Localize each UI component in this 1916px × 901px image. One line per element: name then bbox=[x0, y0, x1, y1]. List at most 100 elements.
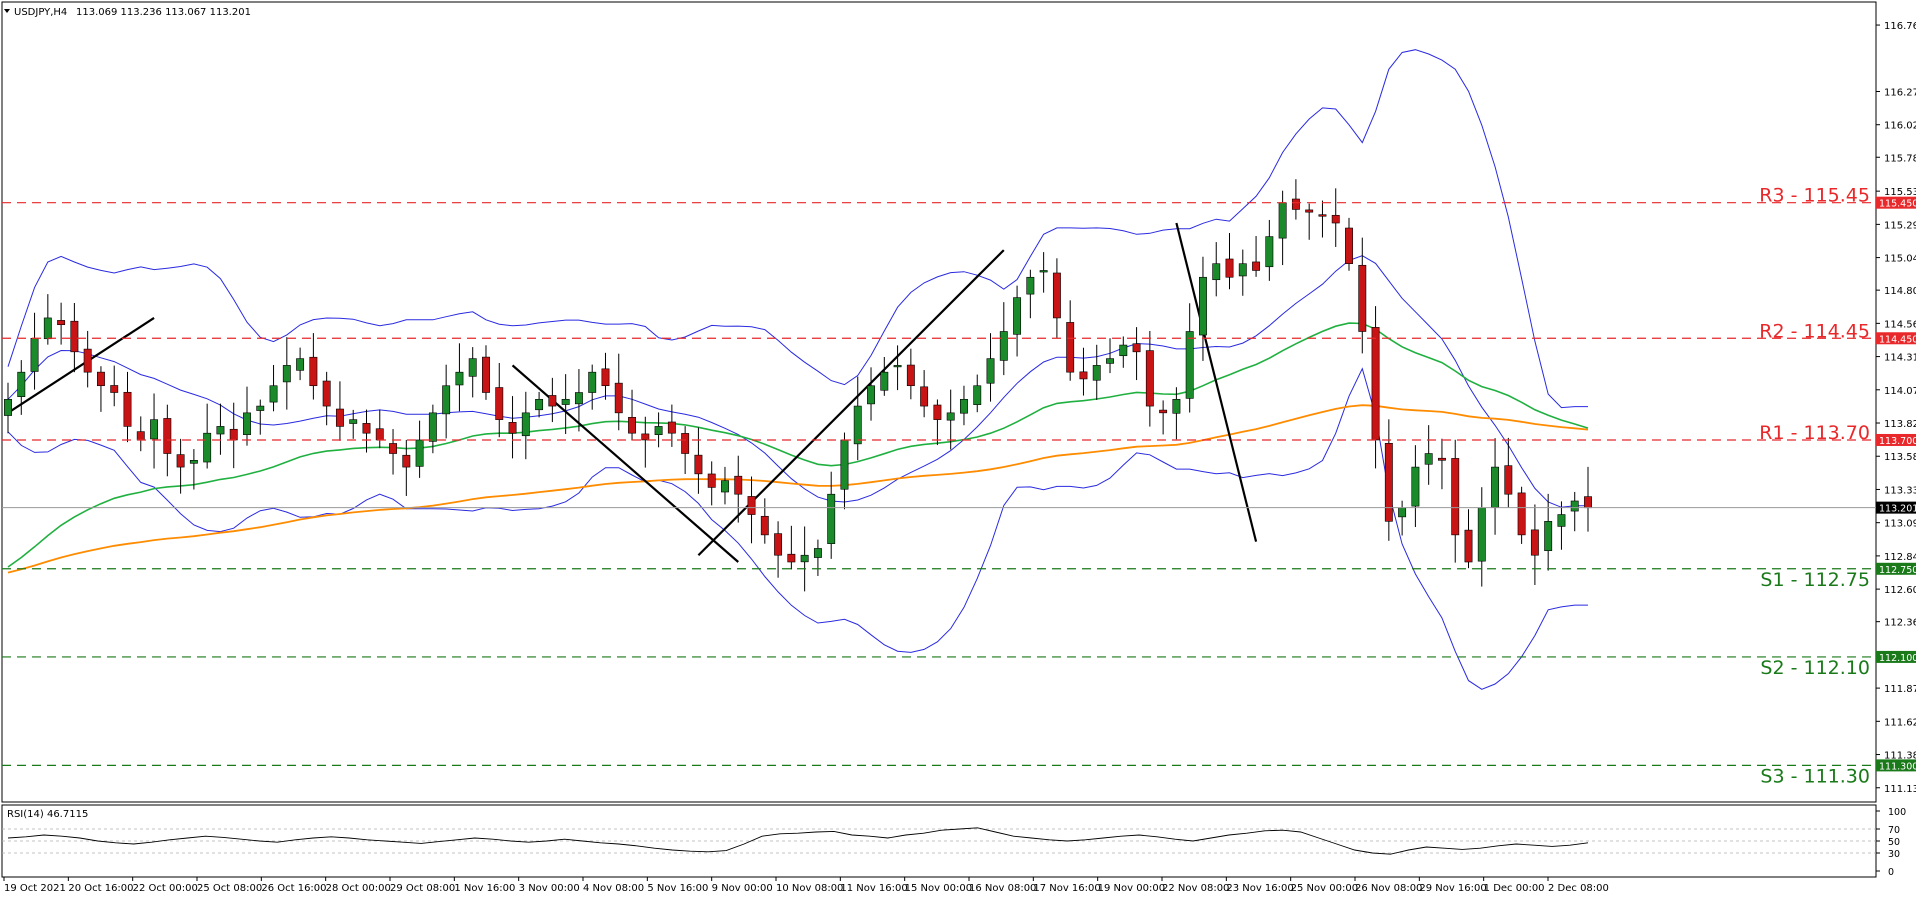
collapse-arrow-icon[interactable] bbox=[4, 9, 10, 13]
rsi-line bbox=[7, 827, 1589, 855]
candle-body bbox=[1371, 327, 1380, 441]
candle-body bbox=[110, 385, 119, 393]
level-axis-badge-r1 bbox=[1876, 433, 1916, 446]
candle-body bbox=[574, 392, 583, 405]
candle-body bbox=[813, 548, 822, 558]
candle-body bbox=[1570, 500, 1579, 512]
candle-body bbox=[1517, 492, 1526, 536]
level-axis-badge-r2 bbox=[1876, 332, 1916, 345]
candle-body bbox=[508, 422, 517, 434]
candle-body bbox=[1464, 529, 1473, 563]
candle-body bbox=[455, 371, 464, 386]
moving-average-orange bbox=[7, 404, 1589, 574]
candle-body bbox=[163, 418, 172, 454]
candle-body bbox=[309, 356, 318, 387]
candle-body bbox=[1305, 209, 1314, 213]
candle-body bbox=[1199, 276, 1207, 336]
price-tick-label: 114.070 bbox=[1884, 386, 1916, 397]
candle-body bbox=[1437, 457, 1446, 461]
candle-body bbox=[1278, 202, 1287, 239]
price-tick-label: 115.290 bbox=[1884, 220, 1916, 231]
level-label-r1: R1 - 113.70 bbox=[1759, 422, 1870, 444]
candle-body bbox=[588, 371, 597, 393]
candle-body bbox=[707, 473, 716, 488]
candle-body bbox=[1530, 529, 1539, 556]
candle-body bbox=[1159, 409, 1168, 414]
candle-body bbox=[1092, 365, 1101, 381]
rsi-tick-label: 0 bbox=[1888, 867, 1894, 878]
candle-body bbox=[482, 356, 490, 393]
candle-body bbox=[1477, 507, 1486, 562]
candle-body bbox=[1145, 350, 1154, 407]
level-label-s2: S2 - 112.10 bbox=[1760, 657, 1870, 679]
time-tick-label: 28 Oct 00:00 bbox=[326, 883, 391, 894]
price-tick-label: 114.560 bbox=[1884, 319, 1916, 330]
time-tick-label: 29 Oct 08:00 bbox=[390, 883, 455, 894]
price-tick-label: 114.315 bbox=[1884, 353, 1916, 364]
time-tick-label: 1 Dec 00:00 bbox=[1484, 883, 1545, 894]
candle-body bbox=[800, 554, 809, 563]
candle-body bbox=[1172, 398, 1181, 414]
candle-body bbox=[601, 368, 610, 387]
candle-body bbox=[747, 496, 756, 515]
price-tick-label: 115.785 bbox=[1884, 153, 1916, 164]
candle-body bbox=[57, 320, 66, 326]
time-tick-label: 11 Nov 16:00 bbox=[840, 883, 907, 894]
candle-body bbox=[535, 398, 544, 411]
level-label-s1: S1 - 112.75 bbox=[1760, 569, 1870, 591]
level-label-s3: S3 - 111.30 bbox=[1760, 765, 1870, 787]
time-tick-label: 23 Nov 16:00 bbox=[1226, 883, 1293, 894]
rsi-tick-label: 30 bbox=[1888, 849, 1900, 860]
candle-body bbox=[4, 398, 12, 416]
rsi-tick-label: 50 bbox=[1888, 837, 1900, 848]
candle-body bbox=[442, 385, 451, 415]
level-axis-label-s1: 112.750 bbox=[1879, 565, 1916, 576]
indicator-lines bbox=[7, 49, 1589, 690]
candle-body bbox=[269, 385, 278, 403]
candle-body bbox=[83, 348, 92, 373]
time-tick-label: 17 Nov 16:00 bbox=[1033, 883, 1100, 894]
level-axis-badge-r3 bbox=[1876, 196, 1916, 209]
candle-body bbox=[1557, 514, 1566, 527]
time-axis: 19 Oct 2021 20 Oct 16:00 22 Oct 00:00 25 Oc… bbox=[3, 877, 1609, 894]
time-tick-label: 10 Nov 08:00 bbox=[776, 883, 843, 894]
candle-body bbox=[760, 515, 769, 536]
candle-body bbox=[973, 385, 982, 405]
candle-body bbox=[1584, 496, 1592, 509]
time-tick-label: 19 Oct 2021 bbox=[4, 883, 66, 894]
candle-body bbox=[349, 419, 358, 424]
candle-body bbox=[1491, 466, 1500, 508]
candle-body bbox=[216, 426, 225, 435]
level-axis-badge-s3 bbox=[1876, 759, 1916, 772]
header-symbol: USDJPY,H4 bbox=[14, 7, 67, 18]
candles bbox=[4, 179, 1592, 592]
time-tick-label: 19 Nov 00:00 bbox=[1098, 883, 1165, 894]
candle-body bbox=[681, 433, 690, 454]
candle-body bbox=[694, 454, 703, 475]
rsi-tick-label: 70 bbox=[1888, 825, 1900, 836]
candle-body bbox=[30, 337, 39, 372]
candle-body bbox=[548, 395, 557, 407]
candle-body bbox=[774, 533, 783, 556]
candle-body bbox=[1504, 465, 1513, 495]
candle-body bbox=[827, 493, 836, 544]
candle-body bbox=[362, 423, 371, 434]
candle-body bbox=[1039, 270, 1048, 273]
candle-body bbox=[468, 358, 477, 377]
price-tick-label: 113.090 bbox=[1884, 519, 1916, 530]
candle-body bbox=[150, 419, 159, 440]
price-tick-label: 116.760 bbox=[1884, 21, 1916, 32]
price-tick-label: 111.135 bbox=[1884, 784, 1916, 795]
candle-body bbox=[43, 317, 52, 340]
bollinger-upper-band bbox=[7, 49, 1588, 409]
time-tick-label: 16 Nov 08:00 bbox=[969, 883, 1036, 894]
rsi-label: RSI(14) 46.7115 bbox=[7, 809, 88, 820]
level-axis-label-r1: 113.700 bbox=[1879, 436, 1916, 447]
moving-average-green bbox=[7, 322, 1589, 568]
time-tick-label: 26 Oct 16:00 bbox=[261, 883, 326, 894]
price-tick-label: 115.045 bbox=[1884, 254, 1916, 265]
candle-body bbox=[1225, 258, 1234, 278]
